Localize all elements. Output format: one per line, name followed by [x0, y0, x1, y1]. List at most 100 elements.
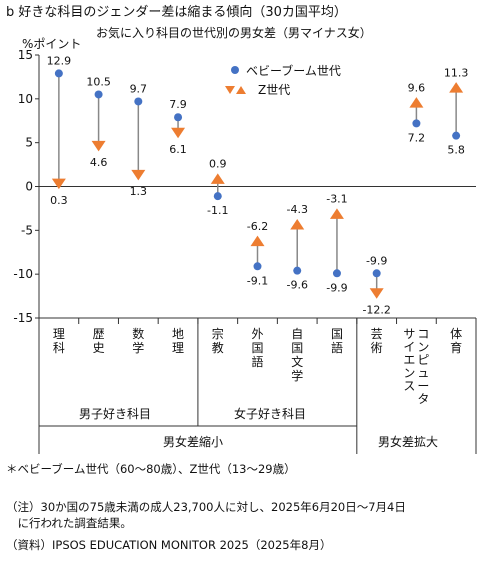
group-labels: 男子好き科目 女子好き科目 男女差縮小 男女差拡大	[79, 406, 438, 449]
boomer-marker	[452, 131, 461, 140]
y-tick-label: 15	[18, 48, 33, 62]
legend-label-boomer: ベビーブーム世代	[246, 63, 341, 78]
boomer-data-label: 7.9	[169, 98, 187, 111]
genz-marker	[369, 288, 384, 299]
group-label-shrink: 男女差縮小	[163, 434, 223, 449]
y-axis-ticks: -15 -10 -5 0 5 10 15	[13, 48, 39, 325]
group-label-expand: 男女差拡大	[378, 434, 438, 449]
boomer-data-label: 9.7	[130, 82, 148, 95]
category-label: 術	[371, 341, 383, 355]
y-tick-label: 0	[25, 180, 33, 194]
category-label: ュ	[417, 366, 429, 380]
chart-svg: b 好きな科目のジェンダー差は縮まる傾向（30カ国平均） お気に入り科目の世代別…	[6, 4, 477, 454]
genz-data-label: -6.2	[247, 220, 268, 233]
genz-marker	[409, 97, 424, 108]
category-label: 体	[450, 327, 462, 341]
category-label: エ	[403, 353, 415, 367]
y-tick-label: -10	[13, 267, 33, 281]
boomer-data-label: 7.2	[408, 131, 426, 144]
footnote-generation: ＊ベビーブーム世代（60〜80歳）、Z世代（13〜29歳）	[6, 462, 296, 476]
legend: ベビーブーム世代 Z世代	[225, 63, 341, 97]
data-labels: 12.9 0.3 10.5 4.6 9.7 1.3 7.9 6.1 -1.1 0.9 -9.1 -6.…	[47, 54, 469, 316]
boomer-data-label: 5.8	[447, 144, 465, 157]
category-label: 文	[291, 354, 303, 369]
footnote-note-line2: に行われた調査結果。	[6, 516, 132, 530]
genz-data-label: 9.6	[408, 81, 426, 94]
category-label: ピ	[417, 353, 429, 367]
category-label: サ	[403, 327, 415, 341]
boomer-marker	[94, 90, 103, 99]
group-label-girls: 女子好き科目	[234, 406, 306, 421]
genz-data-label: 1.3	[130, 185, 148, 198]
boomer-data-label: -9.9	[366, 254, 387, 267]
genz-data-label: -3.1	[326, 193, 347, 206]
legend-triangle-down-icon	[225, 86, 235, 94]
genz-data-label: -12.2	[362, 303, 390, 316]
category-label: 語	[331, 340, 343, 355]
genz-marker	[91, 140, 106, 152]
genz-data-label: 6.1	[169, 143, 187, 156]
legend-circle-icon	[231, 66, 239, 74]
y-tick-label: 10	[18, 92, 33, 106]
boomer-marker	[293, 266, 302, 275]
category-label: ス	[403, 379, 415, 393]
category-label: 科	[53, 341, 65, 355]
category-label: ー	[417, 379, 429, 393]
genz-data-label: 11.3	[444, 66, 469, 79]
boomer-data-label: -9.1	[247, 274, 268, 287]
category-label: ン	[417, 340, 429, 354]
genz-data-label: 4.6	[90, 156, 108, 169]
boomer-data-label: 10.5	[86, 75, 111, 88]
category-label: 国	[251, 341, 263, 355]
category-label: 理	[53, 327, 65, 341]
axes	[38, 55, 477, 454]
group-label-boys: 男子好き科目	[79, 407, 151, 421]
category-label: 史	[93, 341, 105, 355]
data-marks	[51, 69, 464, 299]
genz-marker	[250, 235, 265, 247]
boomer-marker	[213, 192, 222, 201]
genz-data-label: 0.9	[209, 158, 227, 171]
category-label: 語	[251, 354, 263, 369]
legend-triangle-up-icon	[236, 86, 246, 94]
category-label: 学	[132, 340, 144, 355]
category-label: 自	[291, 327, 303, 341]
genz-marker	[51, 178, 66, 190]
category-label: 芸	[371, 327, 383, 341]
chart-title: b 好きな科目のジェンダー差は縮まる傾向（30カ国平均）	[6, 4, 347, 20]
boomer-marker	[134, 97, 143, 106]
category-label: 歴	[93, 327, 105, 341]
category-label: 国	[291, 341, 303, 355]
category-label: 外	[251, 327, 263, 341]
boomer-marker	[332, 269, 341, 278]
genz-data-label: 0.3	[50, 194, 68, 207]
chart-subtitle: お気に入り科目の世代別の男女差（男マイナス女）	[96, 25, 372, 40]
category-label: 宗	[212, 326, 224, 341]
genz-marker	[329, 208, 344, 219]
boomer-marker	[412, 119, 421, 128]
boomer-data-label: -9.9	[326, 281, 347, 294]
category-label: 理	[172, 341, 184, 355]
category-label: 国	[331, 327, 343, 341]
category-label: コ	[417, 327, 429, 341]
category-label: 学	[291, 368, 303, 383]
category-label: ン	[403, 366, 415, 380]
category-label: イ	[403, 340, 415, 354]
genz-marker	[210, 173, 225, 184]
boomer-marker	[372, 269, 381, 278]
connector-lines	[58, 73, 457, 294]
category-label: 数	[132, 326, 144, 341]
footnote-source: （資料）IPSOS EDUCATION MONITOR 2025（2025年8月…	[6, 538, 332, 552]
genz-marker	[131, 169, 146, 181]
boomer-data-label: 12.9	[47, 54, 72, 67]
legend-label-genz: Z世代	[258, 83, 290, 97]
genz-data-label: -4.3	[286, 203, 307, 216]
genz-marker	[171, 127, 186, 139]
category-label: タ	[417, 392, 429, 406]
category-label: 地	[172, 327, 184, 341]
boomer-marker	[253, 262, 262, 271]
y-axis-label: %ポイント	[22, 37, 81, 51]
y-tick-label: 5	[25, 136, 33, 150]
category-label: 育	[450, 340, 462, 355]
